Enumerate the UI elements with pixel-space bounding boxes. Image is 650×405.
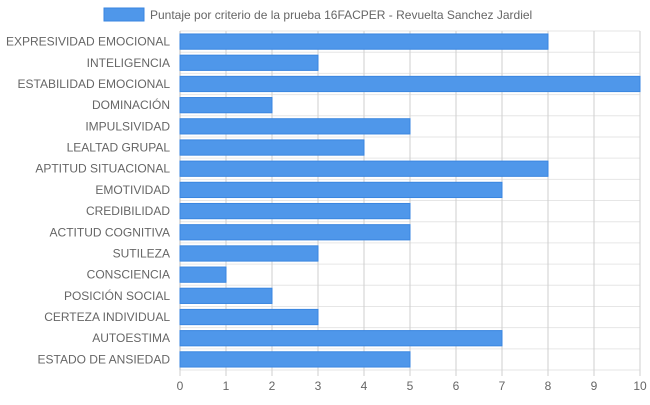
bar-autoestima [179,330,503,347]
category-label: LEALTAD GRUPAL [67,141,171,155]
legend-label: Puntaje por criterio de la prueba 16FACP… [150,8,532,22]
x-tick-label: 3 [315,379,322,393]
category-label: ACTITUD COGNITIVA [50,225,170,239]
bar-impulsividad [179,118,411,135]
x-tick-label: 10 [633,379,647,393]
bar-aptitud-situacional [179,160,549,177]
category-label: AUTOESTIMA [92,331,170,345]
bar-emotividad [179,181,503,199]
x-tick-label: 1 [223,379,230,393]
x-tick-label: 9 [591,379,598,393]
category-label: CREDIBILIDAD [86,204,170,218]
x-tick-label: 5 [407,379,414,393]
x-tick-label: 7 [499,379,506,393]
bar-actitud-cognitiva [179,224,411,241]
bar-lealtad-grupal [179,139,365,156]
category-label: ESTADO DE ANSIEDAD [38,352,171,366]
x-tick-label: 6 [453,379,460,393]
bar-consciencia [179,266,227,283]
category-label: INTELIGENCIA [87,56,170,70]
category-label: SUTILEZA [113,246,170,260]
bar-credibilidad [179,202,411,220]
x-tick-label: 2 [269,379,276,393]
x-tick-label: 8 [545,379,552,393]
category-label: CONSCIENCIA [87,268,170,282]
category-label: POSICIÓN SOCIAL [64,288,170,303]
category-label: ESTABILIDAD EMOCIONAL [18,77,171,91]
bar-inteligencia [179,54,319,71]
bar-estado-de-ansiedad [179,351,411,368]
bar-expresividad-emocional [179,33,549,50]
bar-certeza-individual [179,308,319,326]
bar-sutileza [179,245,319,262]
category-label: DOMINACIÓN [92,97,170,112]
x-tick-label: 0 [177,379,184,393]
bar-posición-social [179,287,273,304]
x-tick-label: 4 [361,379,368,393]
bar-estabilidad-emocional [179,75,641,93]
category-label: CERTEZA INDIVIDUAL [44,310,170,324]
bar-dominación [179,97,273,114]
category-label: IMPULSIVIDAD [85,119,170,133]
category-label: EXPRESIVIDAD EMOCIONAL [6,35,170,49]
category-label: APTITUD SITUACIONAL [35,162,170,176]
category-label: EMOTIVIDAD [95,183,170,197]
legend-swatch [103,7,145,22]
